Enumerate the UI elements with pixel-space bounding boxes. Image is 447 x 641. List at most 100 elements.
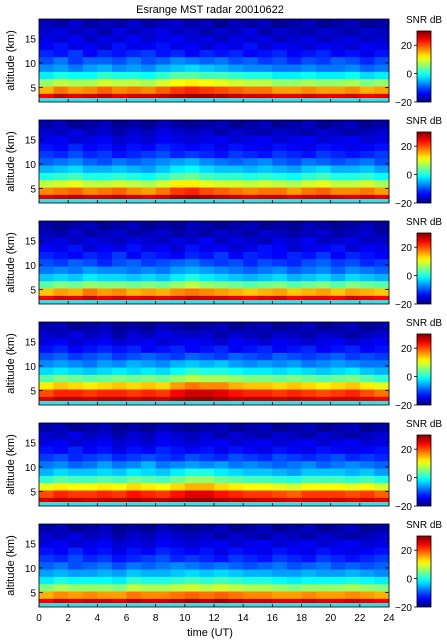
heatmap-cell: [170, 381, 186, 390]
heatmap-cell: [111, 345, 127, 353]
heatmap-cell: [141, 583, 157, 592]
heatmap-cell: [374, 569, 390, 577]
heatmap-cell: [301, 34, 317, 43]
heatmap-cell: [126, 179, 142, 188]
heatmap-cell: [155, 438, 171, 447]
heatmap-cell: [301, 374, 317, 383]
heatmap-cell: [214, 482, 229, 491]
heatmap-cell: [170, 424, 186, 432]
heatmap-cell: [39, 143, 54, 151]
heatmap-cell: [68, 352, 84, 361]
heatmap-cell: [184, 345, 200, 353]
heatmap-cell: [330, 78, 346, 87]
heatmap-cell: [359, 352, 375, 361]
heatmap-cell: [141, 396, 157, 405]
heatmap-cell: [82, 64, 98, 72]
heatmap-cell: [184, 438, 200, 447]
heatmap-cell: [286, 194, 302, 203]
heatmap-cell: [68, 330, 84, 339]
heatmap-cell: [257, 20, 273, 28]
heatmap-cell: [316, 143, 332, 151]
heatmap-cell: [184, 86, 200, 94]
heatmap-cell: [155, 86, 171, 94]
heatmap-cell: [359, 468, 375, 476]
heatmap-cell: [82, 583, 98, 592]
heatmap-cell: [243, 42, 259, 50]
heatmap-cell: [359, 396, 375, 405]
heatmap-cell: [126, 468, 142, 476]
heatmap-cell: [316, 453, 332, 462]
heatmap-cell: [272, 497, 288, 506]
heatmap-cell: [39, 482, 54, 491]
heatmap-cell: [199, 86, 215, 94]
colorbar-tick-label: 0: [406, 272, 412, 283]
heatmap-cell: [39, 330, 54, 339]
heatmap-cell: [228, 222, 244, 230]
heatmap-cell: [53, 490, 69, 498]
heatmap-cell: [316, 273, 332, 282]
heatmap-cell: [97, 78, 113, 87]
heatmap-cell: [359, 135, 375, 144]
heatmap-cell: [316, 323, 332, 331]
heatmap-cell: [82, 244, 98, 252]
heatmap-cell: [141, 288, 157, 296]
heatmap-cell: [141, 244, 157, 252]
heatmap-cell: [228, 569, 244, 577]
heatmap-cell: [199, 583, 215, 592]
heatmap-cell: [257, 569, 273, 577]
heatmap-cell: [272, 78, 288, 87]
y-axis-label: altitude (km): [5, 434, 17, 495]
heatmap-cell: [243, 352, 259, 361]
heatmap-cell: [345, 165, 361, 173]
heatmap-cell: [374, 424, 390, 432]
heatmap-cell: [316, 251, 332, 260]
heatmap-cell: [228, 93, 244, 102]
heatmap-cell: [301, 497, 317, 506]
heatmap-cell: [97, 438, 113, 447]
x-tick-label: 12: [208, 613, 220, 624]
heatmap-cell: [126, 424, 142, 432]
heatmap-cell: [126, 345, 142, 353]
heatmap-cell: [301, 143, 317, 151]
heatmap-cell: [359, 330, 375, 339]
heatmap-cell: [257, 34, 273, 43]
heatmap-cell: [97, 490, 113, 498]
x-tick-label: 6: [124, 613, 130, 624]
y-tick-label: 5: [30, 83, 36, 94]
heatmap-cell: [184, 359, 200, 368]
heatmap-cell: [53, 78, 69, 87]
heatmap-cell: [272, 251, 288, 260]
heatmap-cell: [374, 187, 390, 195]
heatmap-cell: [97, 460, 113, 469]
colorbar-label: SNR dB: [406, 15, 442, 26]
heatmap-cell: [111, 42, 127, 50]
heatmap-cell: [316, 554, 332, 563]
heatmap-cell: [301, 251, 317, 260]
heatmap-cell: [97, 42, 113, 50]
heatmap-cell: [316, 244, 332, 252]
heatmap-cell: [228, 323, 244, 331]
heatmap-cell: [170, 78, 186, 87]
heatmap-cell: [199, 49, 215, 58]
heatmap-cell: [82, 143, 98, 151]
heatmap-cell: [214, 497, 229, 506]
heatmap-cell: [214, 359, 229, 368]
heatmap-cell: [272, 525, 288, 533]
heatmap-cell: [272, 532, 288, 541]
x-tick-label: 8: [153, 613, 159, 624]
heatmap-cell: [68, 389, 84, 397]
heatmap-cell: [214, 460, 229, 469]
heatmap-cell: [214, 424, 229, 432]
heatmap-cell: [141, 135, 157, 144]
heatmap-cell: [359, 179, 375, 188]
heatmap-cell: [345, 135, 361, 144]
heatmap-cell: [345, 374, 361, 383]
heatmap-cell: [184, 78, 200, 87]
colorbar-tick-label: 0: [406, 373, 412, 384]
colorbar-tick-label: −20: [395, 401, 412, 412]
heatmap-cell: [68, 266, 84, 274]
heatmap-cell: [272, 244, 288, 252]
heatmap-cell: [155, 482, 171, 491]
heatmap-cell: [170, 554, 186, 563]
